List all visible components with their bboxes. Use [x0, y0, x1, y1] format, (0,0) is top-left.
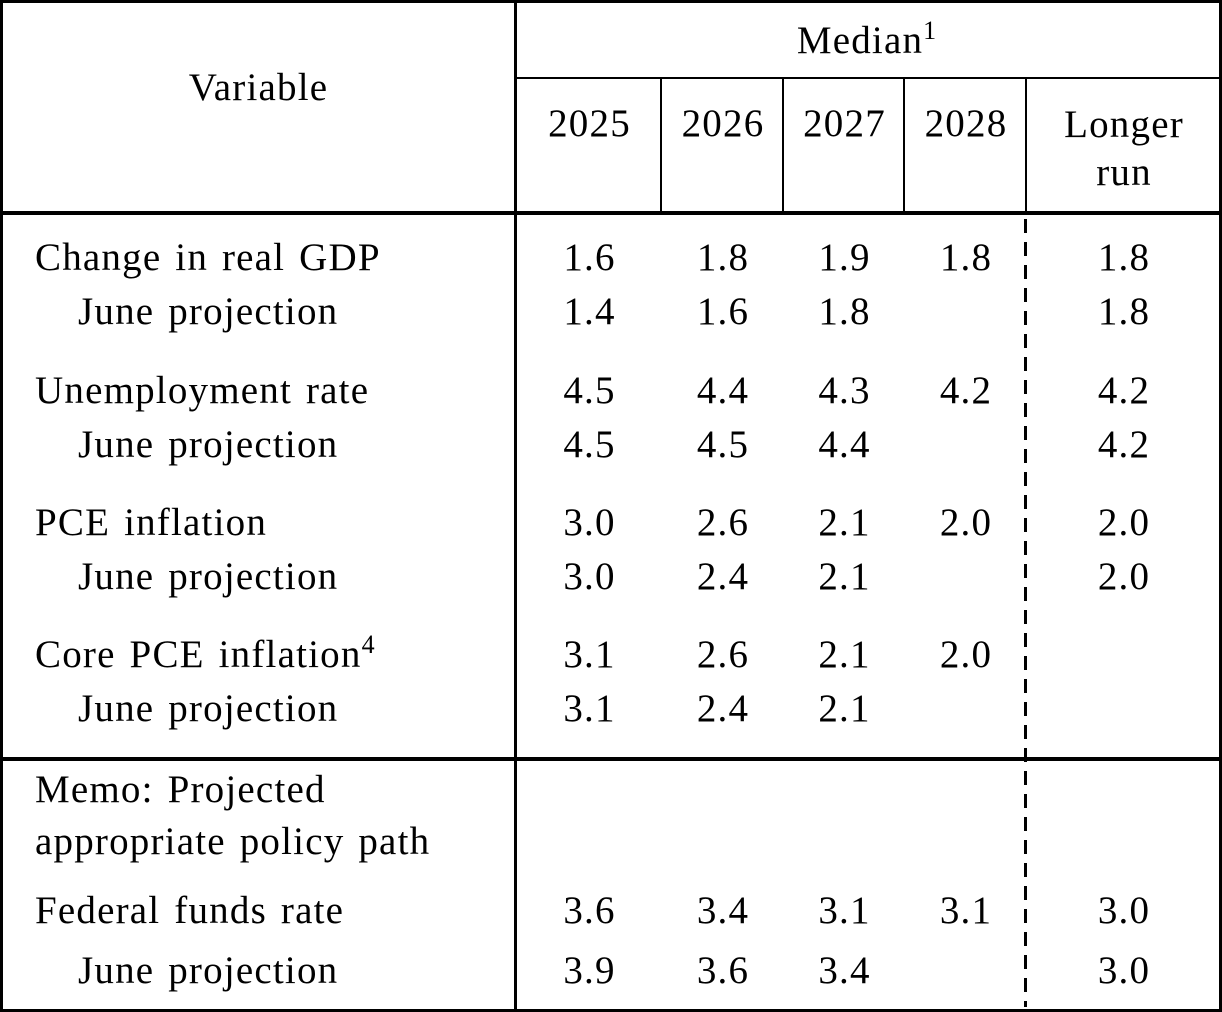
year-divider-2028-longer-run [1025, 79, 1027, 213]
year-divider-2025-2026 [660, 79, 662, 213]
cell-2028: 3.1 [939, 889, 993, 932]
table-row-fed-funds: Federal funds rate 3.6 3.4 3.1 3.1 3.0 [3, 889, 1219, 933]
core-pce-footnote-superscript: 4 [361, 630, 375, 659]
header-bottom-rule [3, 211, 1219, 215]
table-row-pce-inflation-june: June projection 3.0 2.4 2.1 2.0 [3, 555, 1219, 599]
cell-2025: 3.0 [563, 555, 616, 598]
cell-2025: 1.4 [563, 290, 616, 333]
cell-2025: 3.6 [563, 889, 616, 932]
cell-2027: 1.8 [818, 290, 871, 333]
cell-longer-run: 4.2 [1097, 423, 1151, 466]
column-header-2027: 2027 [803, 102, 886, 145]
column-header-longer-run: Longer run [1064, 103, 1184, 194]
cell-longer-run: 4.2 [1097, 369, 1151, 412]
cell-2026: 2.4 [696, 687, 750, 730]
table-row-pce-inflation: PCE inflation 3.0 2.6 2.1 2.0 2.0 [3, 501, 1219, 545]
table-row-gdp: Change in real GDP 1.6 1.8 1.9 1.8 1.8 [3, 236, 1219, 280]
cell-2025: 4.5 [563, 423, 616, 466]
row-label: Unemployment rate [35, 369, 370, 412]
cell-longer-run: 3.0 [1097, 949, 1151, 992]
memo-section-rule [3, 757, 1219, 761]
column-header-2026: 2026 [681, 102, 765, 145]
cell-2026: 1.6 [696, 290, 750, 333]
row-label: June projection [78, 555, 339, 598]
row-label: Federal funds rate [35, 889, 345, 932]
cell-2028: 1.8 [939, 236, 993, 279]
table-row-unemployment: Unemployment rate 4.5 4.4 4.3 4.2 4.2 [3, 369, 1219, 413]
variable-header-label: Variable [188, 66, 329, 109]
cell-2025: 3.1 [563, 687, 616, 730]
cell-2026: 3.4 [696, 889, 750, 932]
median-footnote-superscript: 1 [923, 16, 937, 45]
year-divider-2027-2028 [903, 79, 905, 213]
core-pce-label: Core PCE inflation [35, 633, 362, 676]
cell-2027: 2.1 [818, 633, 871, 676]
median-underline [517, 77, 1219, 79]
cell-2026: 1.8 [696, 236, 750, 279]
cell-2027: 2.1 [818, 687, 871, 730]
longer-run-dashed-divider [1024, 219, 1027, 1007]
median-header-label: Median [796, 19, 924, 62]
row-label: June projection [78, 423, 339, 466]
cell-2028: 4.2 [939, 369, 993, 412]
cell-2025: 4.5 [563, 369, 616, 412]
row-label: Change in real GDP [35, 236, 381, 279]
cell-2027: 2.1 [818, 501, 871, 544]
table-row-core-pce: Core PCE inflation4 3.1 2.6 2.1 2.0 [3, 630, 1219, 677]
year-divider-2026-2027 [782, 79, 784, 213]
cell-2026: 3.6 [696, 949, 750, 992]
cell-2025: 3.9 [563, 949, 616, 992]
cell-2028: 2.0 [939, 501, 993, 544]
row-label: June projection [78, 687, 339, 730]
cell-2026: 2.4 [696, 555, 750, 598]
cell-longer-run: 2.0 [1097, 501, 1151, 544]
cell-longer-run: 3.0 [1097, 889, 1151, 932]
cell-2026: 2.6 [696, 501, 750, 544]
cell-2027: 3.4 [818, 949, 871, 992]
cell-longer-run: 1.8 [1097, 236, 1151, 279]
cell-2026: 4.4 [696, 369, 750, 412]
row-label: PCE inflation [35, 501, 268, 544]
cell-2025: 3.1 [563, 633, 616, 676]
column-header-2028: 2028 [924, 102, 1008, 145]
cell-2027: 1.9 [818, 236, 871, 279]
cell-2025: 1.6 [563, 236, 616, 279]
table-row-gdp-june: June projection 1.4 1.6 1.8 1.8 [3, 290, 1219, 334]
variable-column-header: Variable [3, 65, 514, 111]
cell-2026: 2.6 [696, 633, 750, 676]
cell-2027: 3.1 [818, 889, 871, 932]
table-row-fed-funds-june: June projection 3.9 3.6 3.4 3.0 [3, 949, 1219, 993]
column-header-2025: 2025 [548, 102, 631, 145]
cell-2028: 2.0 [939, 633, 993, 676]
cell-2027: 4.3 [818, 369, 871, 412]
row-label: June projection [78, 949, 339, 992]
cell-longer-run: 2.0 [1097, 555, 1151, 598]
variable-column-divider [514, 3, 517, 1009]
cell-2027: 4.4 [818, 423, 871, 466]
table-row-unemployment-june: June projection 4.5 4.5 4.4 4.2 [3, 423, 1219, 467]
table-row-core-pce-june: June projection 3.1 2.4 2.1 [3, 687, 1219, 731]
memo-heading: Memo: Projected appropriate policy path [35, 768, 431, 863]
cell-2027: 2.1 [818, 555, 871, 598]
cell-longer-run: 1.8 [1097, 290, 1151, 333]
cell-2025: 3.0 [563, 501, 616, 544]
median-group-header: Median1 [514, 18, 1219, 64]
row-label: Core PCE inflation4 [35, 630, 375, 677]
row-label: June projection [78, 290, 339, 333]
cell-2026: 4.5 [696, 423, 750, 466]
